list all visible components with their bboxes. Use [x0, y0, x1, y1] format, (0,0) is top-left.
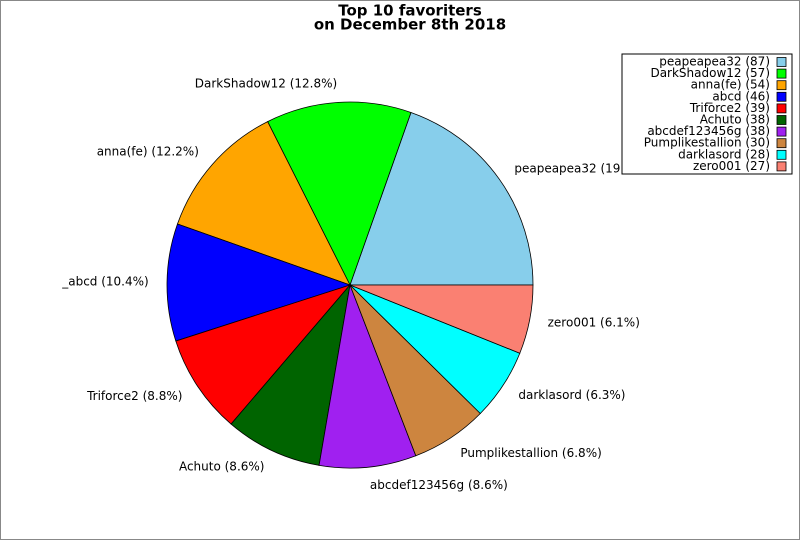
legend-swatch	[776, 161, 787, 172]
slice-label: peapeapea32 (19.6%)	[514, 161, 648, 175]
legend-label: abcdef123456g (38)	[647, 124, 770, 138]
legend-swatch	[776, 138, 787, 149]
legend-swatch	[776, 68, 787, 79]
legend-label: Pumplikestallion (30)	[644, 136, 770, 150]
slice-label: _abcd (10.4%)	[61, 275, 148, 289]
slice-label: DarkShadow12 (12.8%)	[195, 77, 337, 91]
legend-swatch	[776, 126, 787, 137]
legend-swatch	[776, 91, 787, 102]
slice-label: Achuto (8.6%)	[179, 460, 265, 474]
legend-swatch	[776, 115, 787, 125]
chart-title: on December 8th 2018	[314, 16, 506, 34]
slice-label: Pumplikestallion (6.8%)	[460, 446, 601, 460]
pie-slice	[349, 284, 534, 354]
legend-box	[621, 53, 793, 175]
legend-swatch	[776, 103, 787, 114]
legend-swatch	[776, 57, 787, 67]
legend-label: Achuto (38)	[700, 113, 770, 127]
slice-label: zero001 (6.1%)	[548, 316, 640, 330]
legend-label: darklasord (28)	[678, 147, 770, 161]
legend-swatch	[776, 80, 787, 91]
pie-slice	[175, 284, 352, 425]
legend-label: zero001 (27)	[693, 159, 770, 173]
chart-title: Top 10 favoriters	[338, 2, 482, 20]
pie-slice	[230, 283, 351, 466]
legend-swatch	[776, 149, 787, 160]
pie-slice	[176, 121, 351, 286]
slice-label: anna(fe) (12.2%)	[97, 145, 199, 159]
legend-label: DarkShadow12 (57)	[650, 66, 770, 80]
legend-label: peapeapea32 (87)	[659, 55, 770, 69]
pie-slice	[267, 101, 412, 287]
legend-label: Triforce2 (39)	[689, 101, 770, 115]
slice-label: abcdef123456g (8.6%)	[370, 478, 508, 492]
pie-slice	[318, 283, 417, 469]
legend-label: _abcd (46)	[705, 89, 770, 103]
slice-label: darklasord (6.3%)	[518, 388, 625, 402]
pie-slice	[166, 223, 352, 342]
slice-label: Triforce2 (8.8%)	[86, 389, 182, 403]
legend-label: anna(fe) (54)	[691, 78, 770, 92]
